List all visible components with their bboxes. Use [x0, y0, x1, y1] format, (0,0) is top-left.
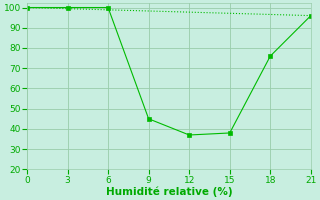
X-axis label: Humidité relative (%): Humidité relative (%): [106, 186, 232, 197]
